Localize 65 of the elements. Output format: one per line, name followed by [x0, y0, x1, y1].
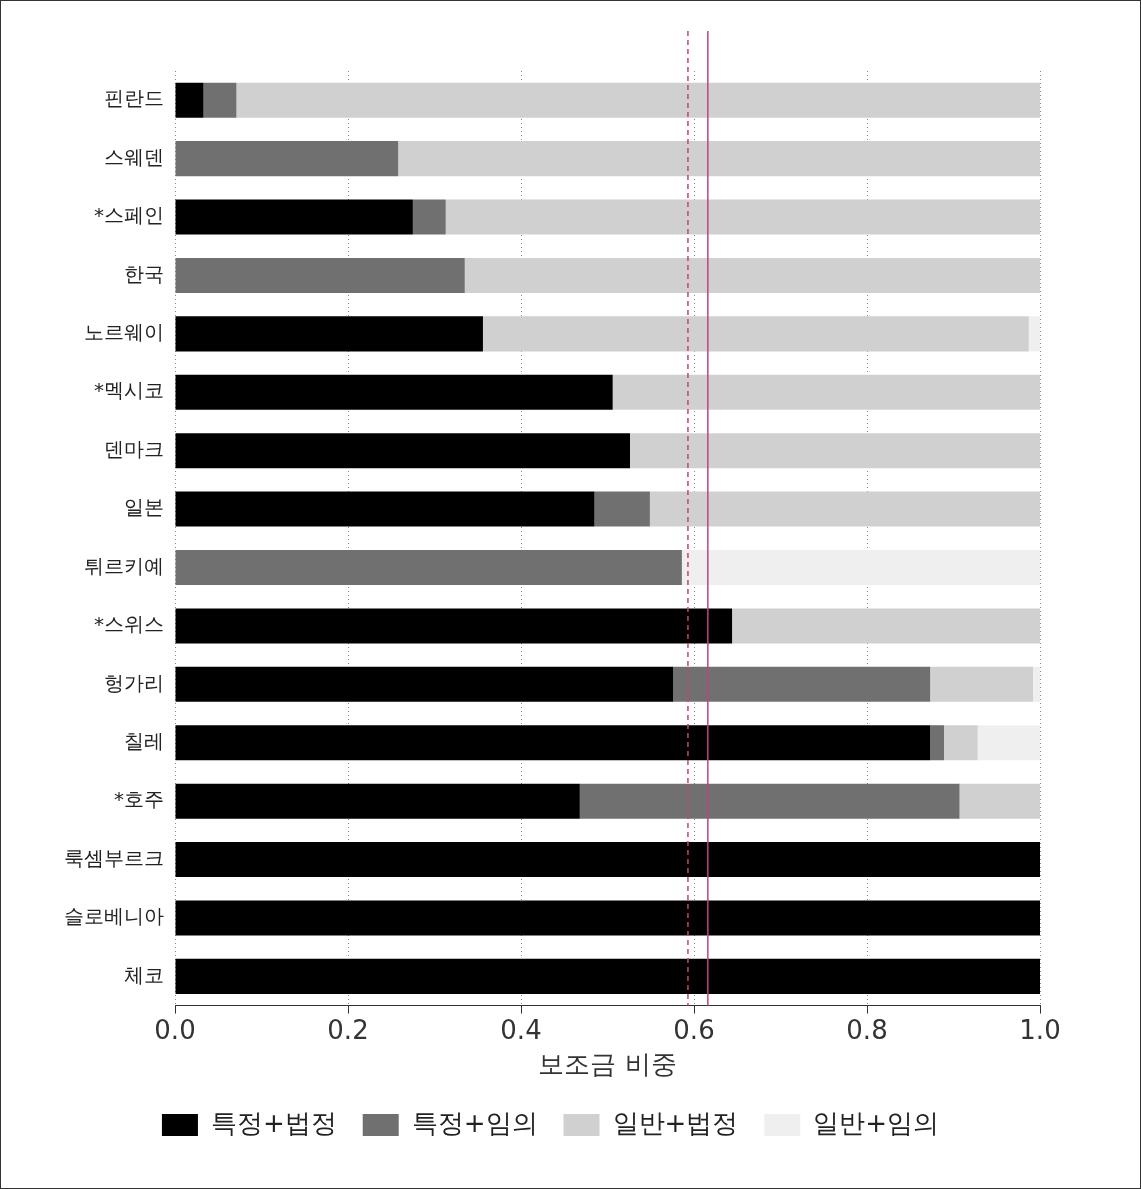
y-tick-label: 헝가리 [104, 670, 164, 695]
y-tick-label: *스위스 [94, 612, 164, 637]
x-tick-label: 1.0 [1019, 1014, 1061, 1045]
bar [612, 374, 1040, 410]
bar [930, 666, 1034, 702]
y-tick-label: 스웨덴 [104, 144, 164, 169]
bar [681, 549, 1040, 586]
y-tick-label: 한국 [124, 261, 164, 286]
y-tick-label: 슬로베니아 [64, 904, 164, 929]
y-tick-label: 덴마크 [104, 436, 164, 461]
bar [943, 725, 978, 761]
bar [1028, 316, 1040, 352]
bar [175, 900, 1040, 936]
x-tick-label: 0.2 [327, 1014, 369, 1045]
bar [445, 199, 1040, 235]
bar [175, 549, 682, 586]
y-tick-label: 칠레 [124, 728, 164, 753]
bar [977, 725, 1040, 761]
y-tick-label: 체코 [124, 962, 164, 987]
bar [412, 199, 446, 235]
bar [594, 491, 650, 527]
bar [673, 666, 931, 702]
bar [175, 374, 613, 410]
bar [175, 316, 483, 352]
bar [175, 82, 204, 118]
bar [236, 82, 1040, 118]
bar [732, 608, 1040, 644]
bar [175, 433, 630, 469]
x-tick-label: 0.6 [673, 1014, 715, 1045]
bar [930, 725, 944, 761]
x-axis-title: 보조금 비중 [538, 1049, 677, 1080]
y-tick-label: 룩셈부르크 [64, 845, 164, 870]
y-tick-label: 노르웨이 [84, 320, 164, 345]
bar [398, 141, 1040, 177]
bar [1033, 666, 1040, 702]
bar [649, 491, 1040, 527]
y-tick-label: 튀르키예 [84, 553, 164, 578]
bar [203, 82, 237, 118]
legend-label: 일반+법정 [612, 1107, 739, 1138]
x-tick-label: 0.8 [846, 1014, 888, 1045]
bar [482, 316, 1029, 352]
bar [175, 141, 399, 177]
bar [175, 666, 674, 702]
legend-label: 일반+임의 [813, 1107, 940, 1138]
y-tick-label: 일본 [124, 495, 164, 520]
bar [175, 199, 413, 235]
bar [175, 608, 733, 644]
bar [175, 491, 595, 527]
x-tick-label: 0.0 [154, 1014, 196, 1045]
bar [629, 433, 1040, 469]
legend-label: 특정+법정 [210, 1107, 337, 1138]
bar [175, 783, 580, 819]
x-tick-label: 0.4 [500, 1014, 542, 1045]
y-tick-label: 핀란드 [104, 86, 164, 111]
bar [175, 958, 1040, 994]
bar [579, 783, 960, 819]
bar [464, 257, 1040, 293]
y-tick-label: *호주 [114, 787, 164, 812]
bar [175, 725, 931, 761]
legend-label: 특정+임의 [411, 1107, 538, 1138]
y-tick-label: *멕시코 [94, 378, 164, 403]
bar [175, 257, 465, 293]
y-tick-label: *스페인 [94, 203, 164, 228]
bar [175, 842, 1040, 878]
bar [959, 783, 1040, 819]
